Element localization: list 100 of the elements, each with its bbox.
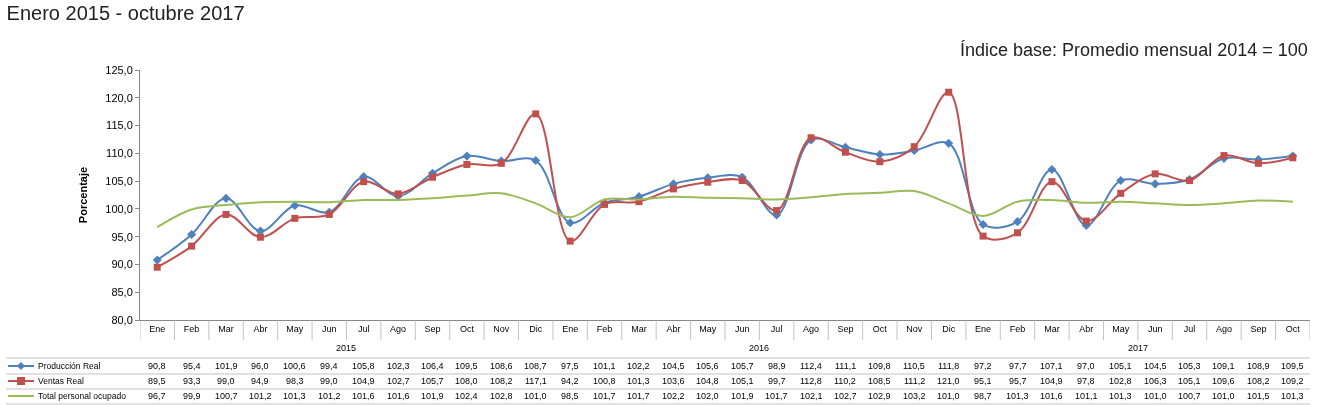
point [945,88,953,96]
point [221,193,231,203]
data-label: 109,5 [1281,361,1304,371]
x-tick-label: May [286,323,304,334]
y-tick-label: 120,0 [105,91,133,104]
y-axis-title: Porcentaje [76,166,89,224]
point [944,138,954,148]
data-label: 97,2 [974,361,992,371]
point [532,110,540,118]
data-label: 100,7 [1178,391,1201,401]
x-tick-label: Nov [493,323,510,334]
x-tick-label: Ago [803,323,820,334]
data-label: 99,0 [320,376,338,386]
data-label: 100,7 [215,391,238,401]
data-label: 101,0 [1212,391,1235,401]
x-tick-label: Ago [390,323,407,334]
data-label: 101,6 [387,391,410,401]
data-label: 100,8 [593,376,616,386]
data-label: 110,2 [834,376,856,386]
point [704,178,712,186]
x-tick-label: Sep [837,323,854,334]
point [187,229,197,239]
data-label: 101,7 [765,391,788,401]
data-label: 117,1 [525,376,547,386]
point [669,185,677,193]
data-label: 90,8 [148,361,166,371]
data-label: 108,9 [1247,361,1270,371]
data-label: 108,2 [490,376,513,386]
point [566,237,574,245]
data-label: 103,2 [903,391,926,401]
data-label: 97,7 [1009,361,1027,371]
point [1150,179,1160,189]
data-label: 104,9 [1040,376,1063,386]
y-tick-label: 90,0 [111,258,133,271]
x-tick-label: Jun [1147,323,1163,334]
data-label: 101,3 [1281,391,1304,401]
x-tick-label: Oct [459,323,475,334]
data-label: 106,4 [421,361,444,371]
x-tick-label: Feb [183,323,200,334]
data-label: 102,0 [696,391,719,401]
point [153,263,161,271]
data-label: 102,2 [662,391,685,401]
data-label: 98,3 [286,376,304,386]
data-label: 111,2 [904,376,926,386]
data-label: 99,4 [320,361,338,371]
point [1012,217,1023,227]
point [531,156,541,166]
x-tick-label: Abr [1079,323,1094,334]
data-label: 97,0 [1077,361,1095,371]
data-label: 105,7 [421,376,444,386]
data-label: 108,6 [490,361,513,371]
data-label: 101,9 [215,361,238,371]
x-tick-label: Jul [770,323,783,334]
data-label: 102,2 [627,361,650,371]
data-label: 89,5 [148,376,166,386]
data-label: 100,6 [283,361,306,371]
point [979,232,987,240]
legend-label: Total personal ocupado [38,391,127,401]
x-tick-label: Jul [1183,323,1196,334]
x-tick-label: Abr [253,323,268,334]
data-label: 102,8 [1109,376,1132,386]
data-label: 102,9 [868,391,891,401]
data-label: 111,1 [835,361,857,371]
x-tick-label: Ago [1215,323,1232,334]
data-label: 96,0 [251,361,269,371]
data-label: 105,8 [352,361,375,371]
point [1082,217,1090,225]
data-label: 112,8 [800,376,822,386]
point [462,151,472,161]
x-tick-label: Jun [734,323,750,334]
x-tick-label: Jul [357,323,370,334]
data-label: 97,8 [1077,376,1095,386]
data-label: 111,8 [938,361,960,371]
point [738,177,746,185]
data-label: 102,3 [387,361,410,371]
point [876,158,884,166]
data-label: 109,6 [1212,376,1235,386]
point [875,149,885,159]
point [910,143,918,151]
point [222,210,230,218]
point [1254,159,1262,167]
data-label: 101,6 [1040,391,1063,401]
data-label: 105,6 [696,361,719,371]
y-tick-label: 100,0 [105,202,133,215]
x-tick-label: Feb [596,323,613,334]
chart-subtitle: Índice base: Promedio mensual 2014 = 100 [960,40,1308,60]
data-label: 101,5 [1247,391,1270,401]
line-series [156,189,1294,229]
y-tick-label: 125,0 [105,63,133,76]
data-label: 105,1 [1109,361,1132,371]
x-tick-label: Oct [872,323,888,334]
point [1047,164,1057,174]
data-label: 104,5 [1144,361,1167,371]
data-label: 121,0 [937,376,960,386]
data-label: 110,5 [903,361,925,371]
data-label: 104,5 [662,361,685,371]
point [429,173,436,181]
x-tick-label: Mar [1044,323,1060,334]
data-label: 95,7 [1009,376,1027,386]
data-label: 109,1 [1212,361,1235,371]
